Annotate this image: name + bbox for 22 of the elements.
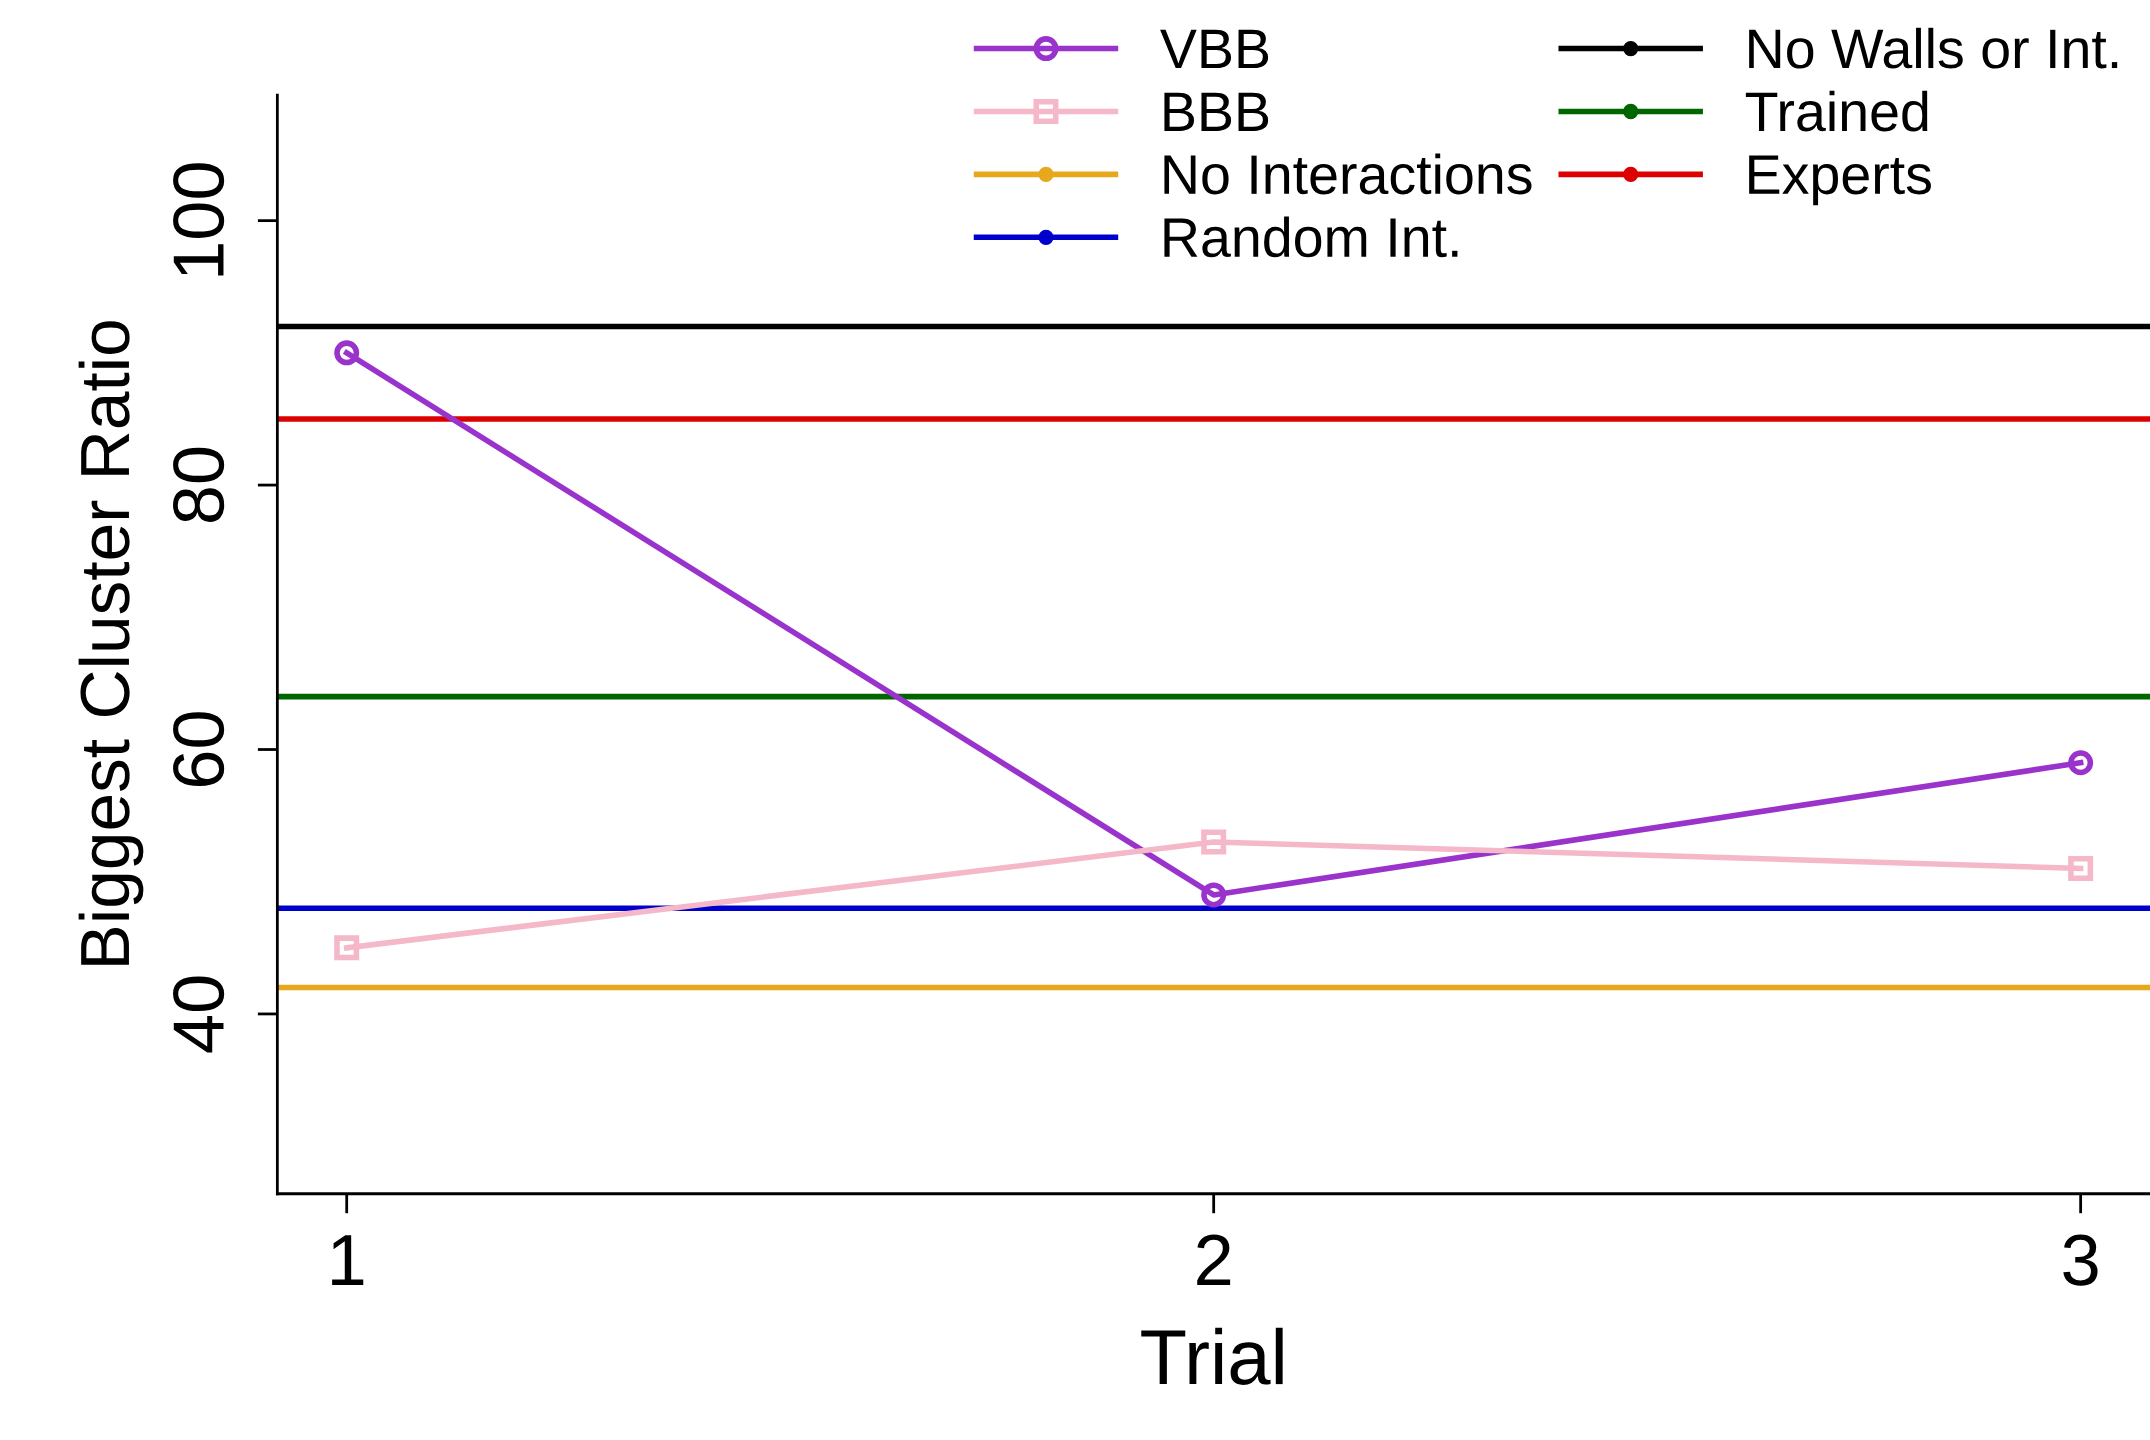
point (1201, 882, 1227, 908)
legend-label: No Walls or Int. (1749, 27, 2118, 69)
y-tick-label: 40 (173, 976, 225, 1053)
y-tick-label: 100 (173, 163, 225, 276)
legend-label: Experts (1749, 155, 1931, 206)
x-tick-label: 3 (2063, 1234, 2098, 1286)
point (2068, 750, 2094, 776)
point (1201, 829, 1227, 855)
legend-label: BBB (1164, 92, 1269, 131)
legend-label: Random Int. (1164, 216, 1458, 258)
point (334, 340, 360, 366)
x-tick-label: 2 (1197, 1234, 1231, 1285)
point (2068, 856, 2094, 882)
x-tick-label: 1 (332, 1235, 364, 1285)
legend-label: Trained (1745, 90, 1928, 132)
x-axis-title: Trial (1141, 1327, 1283, 1385)
y-axis-title: Biggest Cluster Ratio (78, 321, 144, 965)
y-tick-label: 80 (173, 447, 225, 523)
y-tick-label: 60 (173, 712, 225, 787)
legend-label: VBB (1160, 29, 1269, 69)
point (334, 935, 360, 961)
legend-label: No Interactions (1164, 153, 1532, 195)
